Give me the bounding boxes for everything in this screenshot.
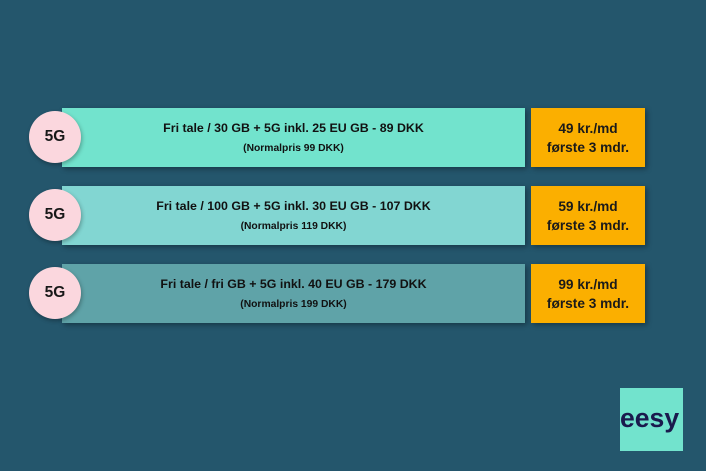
svg-text:eesy: eesy [620, 407, 679, 433]
